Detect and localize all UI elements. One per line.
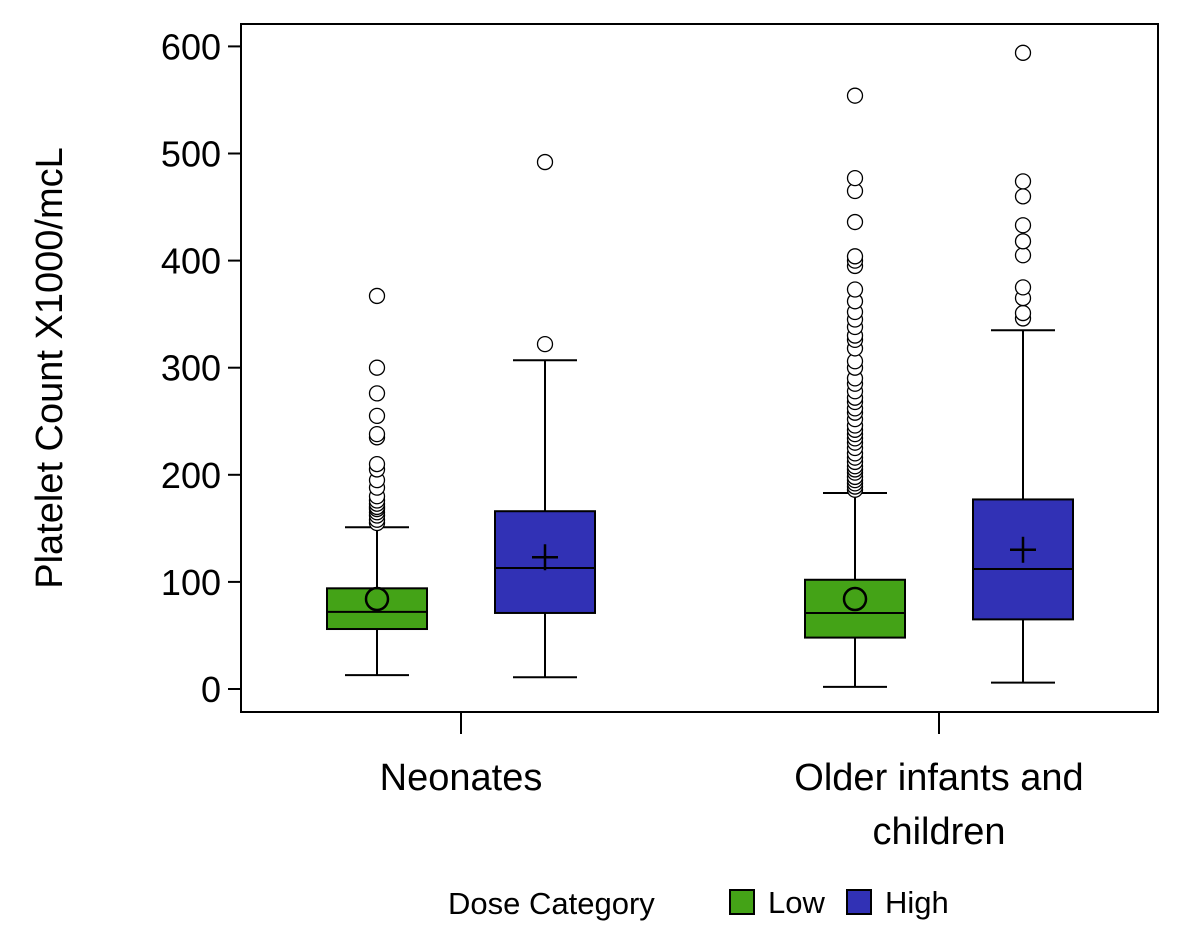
outlier-point — [536, 335, 554, 353]
y-tick-label: 500 — [161, 134, 221, 175]
outlier-point — [1014, 233, 1032, 250]
box-low-0 — [326, 287, 428, 677]
outlier-point — [1014, 217, 1032, 234]
x-category-label: Neonates — [380, 757, 543, 799]
outlier-point — [1014, 44, 1032, 61]
box-low-1 — [804, 87, 906, 688]
outlier-point — [846, 281, 864, 298]
legend-swatch-high — [846, 889, 872, 915]
mean-marker — [842, 586, 868, 612]
box-high-1 — [972, 44, 1074, 684]
outlier-point — [1014, 279, 1032, 296]
y-tick-label: 0 — [201, 669, 221, 710]
y-tick-label: 100 — [161, 562, 221, 603]
outlier-point — [1014, 188, 1032, 205]
mean-marker — [364, 586, 390, 612]
x-category-label: Older infants and — [794, 757, 1083, 799]
legend: Dose Category Low High — [448, 885, 949, 921]
plot-area: 0 100 200 300 400 500 600 Neonates Older infants… — [161, 23, 1159, 853]
outlier-point — [846, 248, 864, 265]
outlier-point — [846, 169, 864, 187]
outlier-point — [846, 87, 864, 104]
legend-title: Dose Category — [448, 886, 655, 921]
outlier-point — [368, 425, 386, 443]
iqr-box — [326, 587, 428, 631]
legend-swatch-low — [729, 889, 755, 915]
y-tick-label: 400 — [161, 241, 221, 282]
outlier-point — [368, 385, 386, 402]
y-axis-label: Platelet Count X1000/mcL — [29, 147, 71, 589]
outlier-point — [1014, 304, 1032, 322]
iqr-box — [494, 510, 596, 614]
x-category-label: children — [872, 811, 1005, 853]
box-high-0 — [494, 153, 596, 679]
outlier-point — [368, 287, 386, 305]
outlier-point — [846, 213, 864, 231]
outlier-point — [368, 455, 386, 473]
y-tick-label: 600 — [161, 26, 221, 67]
iqr-box — [804, 578, 906, 639]
outlier-point — [1014, 173, 1032, 190]
outlier-point — [1014, 247, 1032, 264]
legend-label-high: High — [885, 885, 949, 920]
outlier-point — [368, 359, 386, 376]
outlier-point — [368, 407, 386, 425]
legend-label-low: Low — [768, 885, 825, 920]
y-tick-label: 300 — [161, 348, 221, 389]
outlier-point — [536, 153, 554, 171]
y-tick-label: 200 — [161, 455, 221, 496]
